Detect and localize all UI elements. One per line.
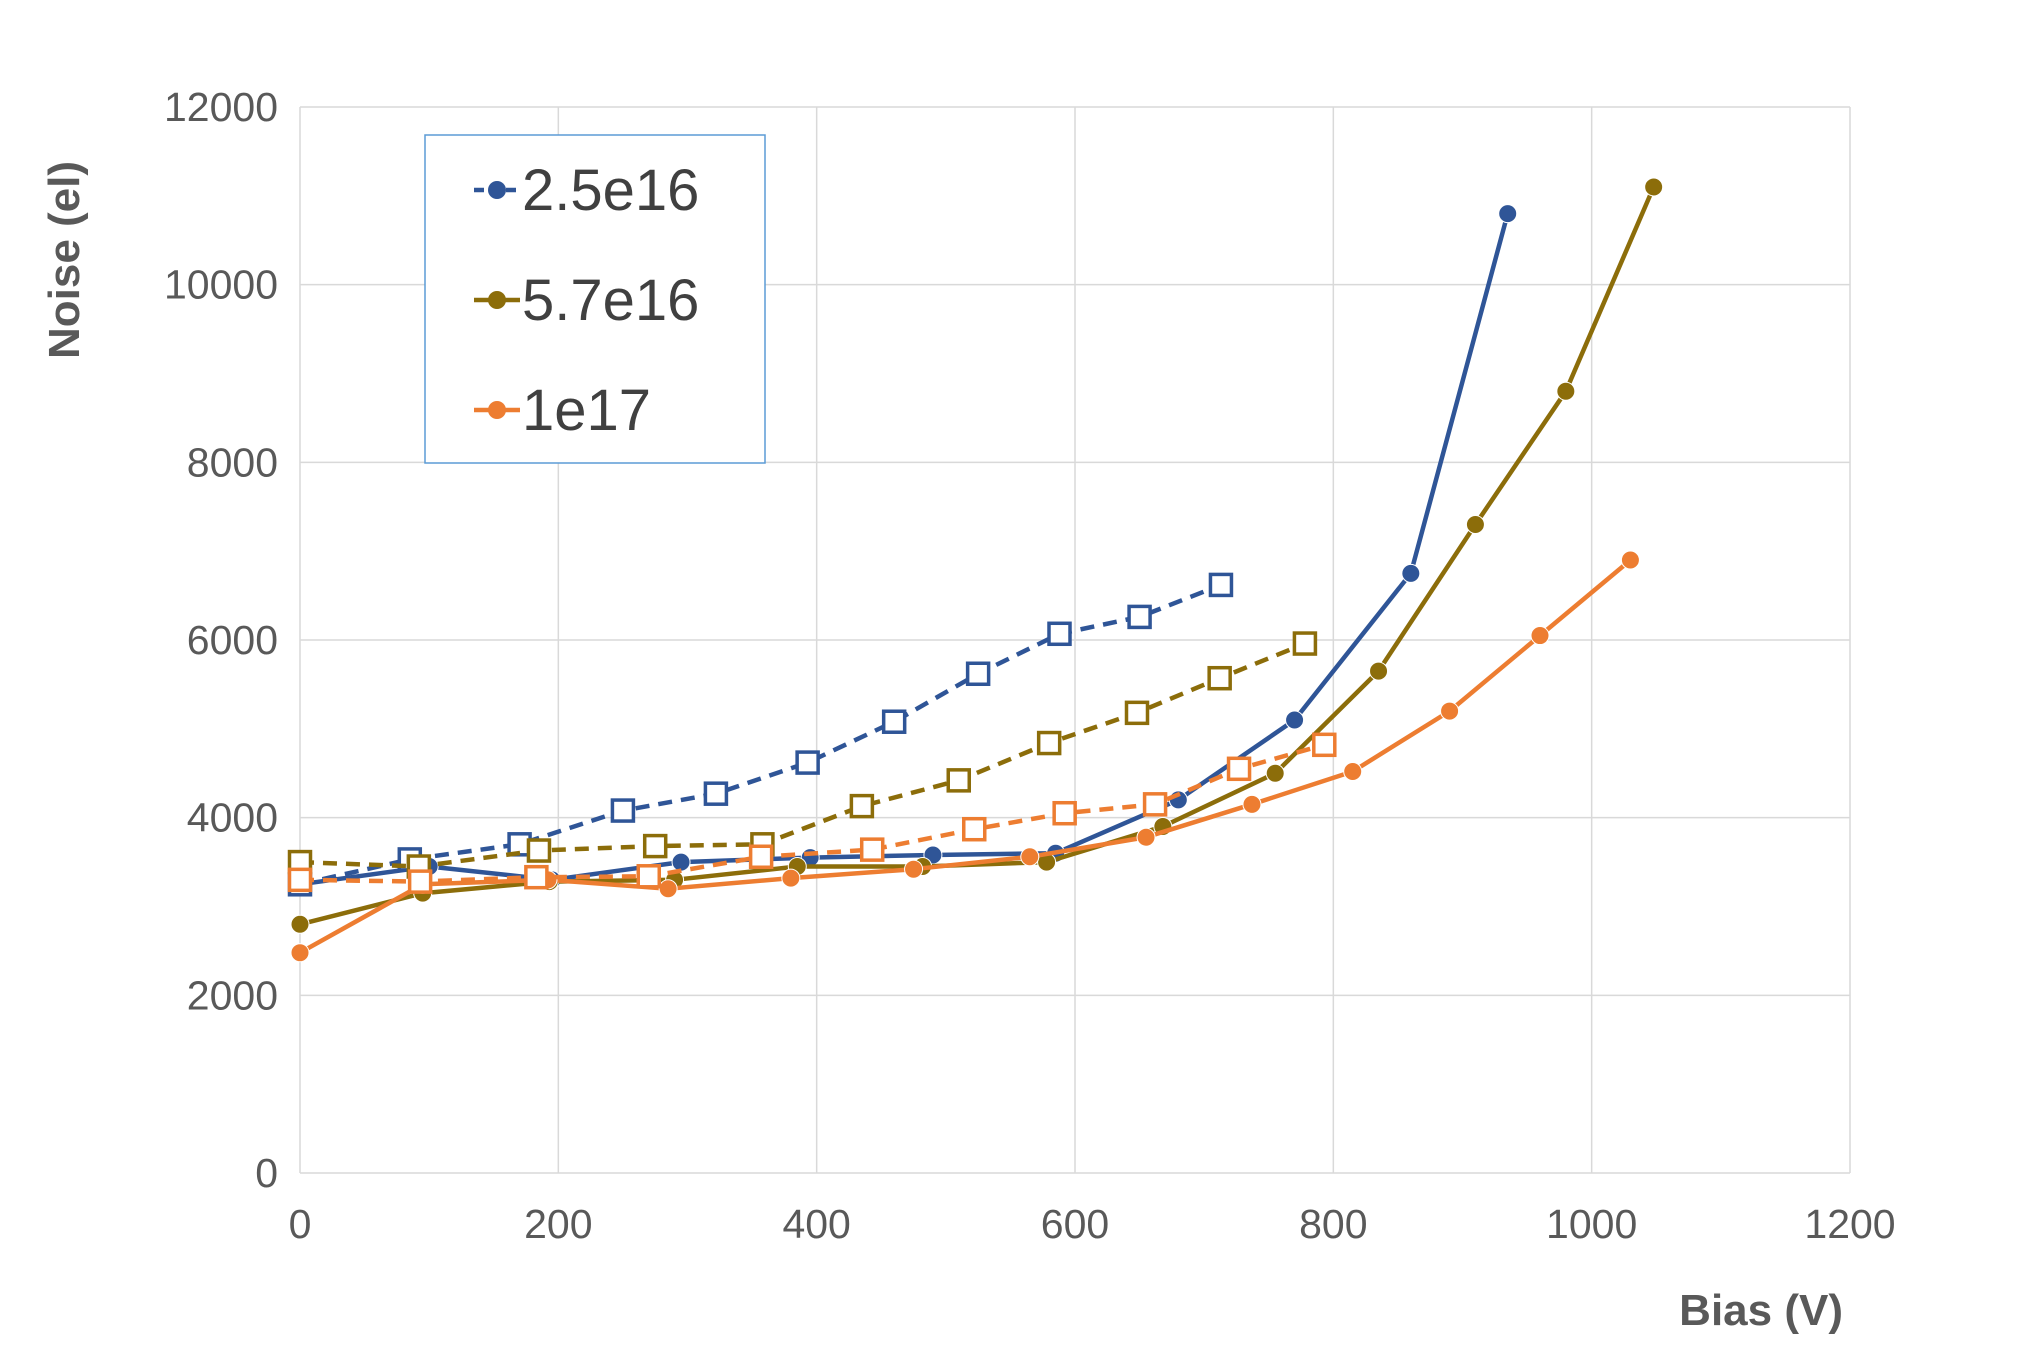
legend-marker <box>488 291 506 309</box>
y-tick-label: 0 <box>255 1150 278 1196</box>
y-axis-title: Noise (el) <box>40 161 89 359</box>
data-point <box>946 768 971 793</box>
data-point <box>1136 827 1156 847</box>
y-tick-label: 6000 <box>187 617 278 663</box>
data-point <box>636 864 661 889</box>
data-point <box>1036 730 1062 756</box>
data-point <box>904 859 924 879</box>
y-tick-label: 8000 <box>187 439 278 485</box>
data-point <box>1127 604 1152 630</box>
legend-entry: 1e17 <box>474 378 651 443</box>
data-point <box>290 914 310 934</box>
data-point <box>1369 661 1389 681</box>
data-point <box>407 869 433 894</box>
legend-label: 1e17 <box>522 378 651 443</box>
series-line <box>299 742 1325 884</box>
series-line <box>298 558 1632 955</box>
data-point <box>1401 563 1421 583</box>
data-point <box>610 798 636 823</box>
data-point <box>1124 700 1150 726</box>
series-dashed-4 <box>287 631 1318 879</box>
series-line <box>299 582 1222 887</box>
x-axis-title: Bias (V) <box>1679 1286 1843 1335</box>
data-point <box>658 879 678 899</box>
data-point <box>703 781 729 806</box>
y-tick-label: 10000 <box>164 262 278 308</box>
data-point <box>1498 204 1518 224</box>
data-point <box>1644 177 1664 197</box>
x-tick-label: 200 <box>524 1201 592 1247</box>
data-point <box>1265 763 1285 783</box>
data-point <box>1465 515 1485 535</box>
data-point <box>1312 732 1337 758</box>
data-point <box>1440 701 1460 721</box>
legend-label: 2.5e16 <box>522 158 699 223</box>
y-tick-label: 2000 <box>187 972 278 1018</box>
data-point <box>781 868 801 888</box>
data-point <box>1285 710 1305 730</box>
legend-marker <box>488 181 506 199</box>
legend-marker <box>488 401 506 419</box>
data-point <box>1530 626 1550 646</box>
data-point <box>524 864 549 890</box>
data-point <box>1142 792 1168 817</box>
data-point <box>287 867 313 893</box>
y-tick-label: 4000 <box>187 795 278 841</box>
chart-series <box>287 177 1664 963</box>
data-point <box>642 833 668 859</box>
x-tick-label: 600 <box>1041 1201 1109 1247</box>
data-point <box>1226 756 1252 782</box>
data-point <box>795 750 820 775</box>
x-tick-label: 800 <box>1299 1201 1367 1247</box>
data-point <box>1207 665 1232 691</box>
data-point <box>1242 794 1262 814</box>
chart-tick-labels: 0 2000 4000 6000 8000 10000 12000 0 200 400 600 800… <box>164 84 1896 1247</box>
series-dashed-5 <box>287 732 1337 894</box>
x-tick-label: 1000 <box>1546 1201 1637 1247</box>
data-point <box>849 793 875 819</box>
data-point <box>859 837 885 862</box>
data-point <box>965 661 991 687</box>
data-point <box>1556 381 1576 401</box>
data-point <box>1292 631 1318 656</box>
data-point <box>1020 847 1040 867</box>
series-1e17 <box>290 550 1640 963</box>
data-point <box>290 943 310 963</box>
data-point <box>671 852 691 872</box>
data-point <box>748 844 774 870</box>
data-point <box>881 709 907 734</box>
data-point <box>1208 572 1234 598</box>
data-point <box>962 816 987 842</box>
data-point <box>1620 550 1640 570</box>
x-tick-label: 400 <box>782 1201 850 1247</box>
series-dashed-3 <box>287 572 1234 897</box>
legend-entry: 5.7e16 <box>474 268 699 333</box>
x-tick-label: 0 <box>289 1201 312 1247</box>
x-tick-label: 1200 <box>1804 1201 1895 1247</box>
legend-label: 5.7e16 <box>522 268 699 333</box>
y-tick-label: 12000 <box>164 84 278 130</box>
data-point <box>1052 800 1077 826</box>
data-point <box>526 838 552 863</box>
legend-entry: 2.5e16 <box>474 158 699 223</box>
data-point <box>1047 621 1072 647</box>
data-point <box>1343 761 1363 781</box>
chart-legend: 2.5e16 5.7e16 1e17 <box>424 134 766 464</box>
